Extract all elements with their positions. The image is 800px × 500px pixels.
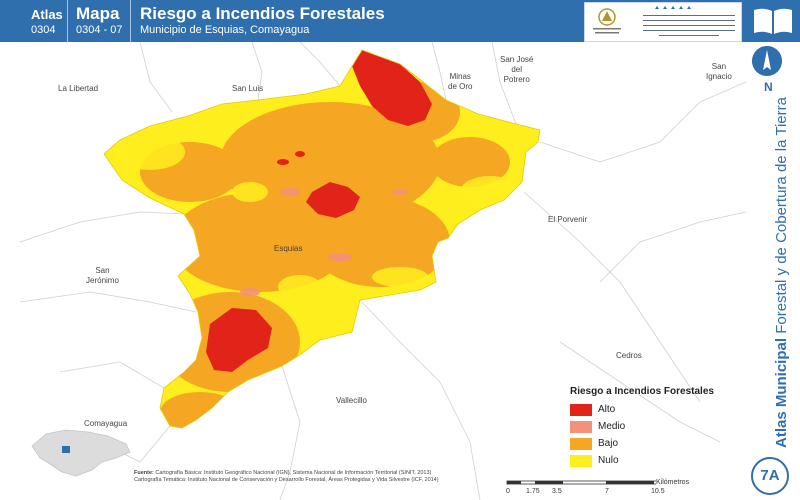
source-label: Fuente:	[134, 470, 154, 476]
map-number-badge: 7A	[751, 457, 789, 495]
municipal-boundaries	[19, 42, 746, 500]
legend: Riesgo a Incendios Forestales Alto Medio B…	[570, 386, 746, 469]
place-label-vallecillo: Vallecillo	[336, 396, 367, 405]
legend-title: Riesgo a Incendios Forestales	[570, 386, 714, 397]
scale-tick-3: 7	[605, 488, 609, 495]
place-label-san-luis: San Luis	[232, 84, 264, 93]
place-label-san-jeronimo: San Jerónimo	[86, 266, 119, 285]
page-title: Riesgo a Incendios Forestales	[140, 4, 385, 23]
source-line-2: Cartografía Temática: Instituto Nacional…	[134, 477, 439, 483]
scale-tick-0: 0	[506, 488, 510, 495]
map-code-box: Mapa 0304 - 07	[70, 0, 131, 42]
legend-label: Nulo	[598, 455, 619, 466]
scale-tick-2: 3.5	[552, 488, 562, 495]
vertical-title-bold: Atlas Municipal	[773, 337, 790, 448]
legend-label: Medio	[598, 421, 626, 432]
legend-swatch	[570, 420, 592, 433]
legend-item-bajo: Bajo	[570, 435, 746, 452]
source-line-1: Cartografía Básica: Instituto Geográfico…	[155, 470, 432, 476]
legend-swatch	[570, 454, 592, 467]
scale-unit: Kilómetros	[656, 479, 690, 486]
legend-swatch	[570, 437, 592, 450]
place-label-comayagua: Comayagua	[84, 419, 128, 428]
honduras-locator-map	[31, 429, 131, 477]
legend-swatch	[570, 403, 592, 416]
esquias-boundary	[103, 49, 541, 429]
vertical-title-rest: Forestal y de Cobertura de la Tierra	[773, 97, 790, 338]
vertical-atlas-title: Atlas Municipal Forestal y de Cobertura …	[773, 97, 790, 448]
atlas-code-box: Atlas 0304	[25, 0, 68, 42]
legend-item-alto: Alto	[570, 401, 746, 418]
place-label-cedros: Cedros	[616, 351, 642, 360]
government-seal-logo	[593, 6, 691, 34]
scale-tick-1: 1.75	[526, 488, 540, 495]
institution-logos	[584, 2, 742, 42]
sidebar	[746, 42, 800, 500]
place-label-san-jose-del-potrero: San José del Potrero	[500, 55, 534, 84]
source-note: Fuente: Cartografía Básica: Instituto Ge…	[134, 470, 494, 484]
legend-label: Bajo	[598, 438, 619, 449]
map-canvas	[0, 42, 746, 500]
place-label-san-ignacio: San Ignacio	[706, 62, 732, 81]
scale-bar-graphic	[506, 480, 656, 485]
north-arrow-icon	[752, 46, 782, 76]
place-label-la-libertad: La Libertad	[58, 84, 99, 93]
atlas-label: Atlas	[31, 7, 63, 22]
place-label-esquias: Esquias	[274, 244, 303, 253]
atlas-code: 0304	[31, 24, 56, 36]
place-label-minas-de-oro: Minas de Oro	[448, 72, 473, 91]
map-label: Mapa	[76, 4, 120, 23]
scale-tick-4: 10.5	[651, 488, 665, 495]
place-label-el-porvenir: El Porvenir	[548, 215, 588, 224]
legend-item-nulo: Nulo	[570, 452, 746, 469]
map-code: 0304 - 07	[76, 24, 123, 36]
north-label: N	[764, 80, 773, 94]
legend-label: Alto	[598, 404, 616, 415]
page-subtitle: Municipio de Esquias, Comayagua	[140, 24, 310, 36]
legend-item-medio: Medio	[570, 418, 746, 435]
book-icon	[754, 8, 792, 34]
